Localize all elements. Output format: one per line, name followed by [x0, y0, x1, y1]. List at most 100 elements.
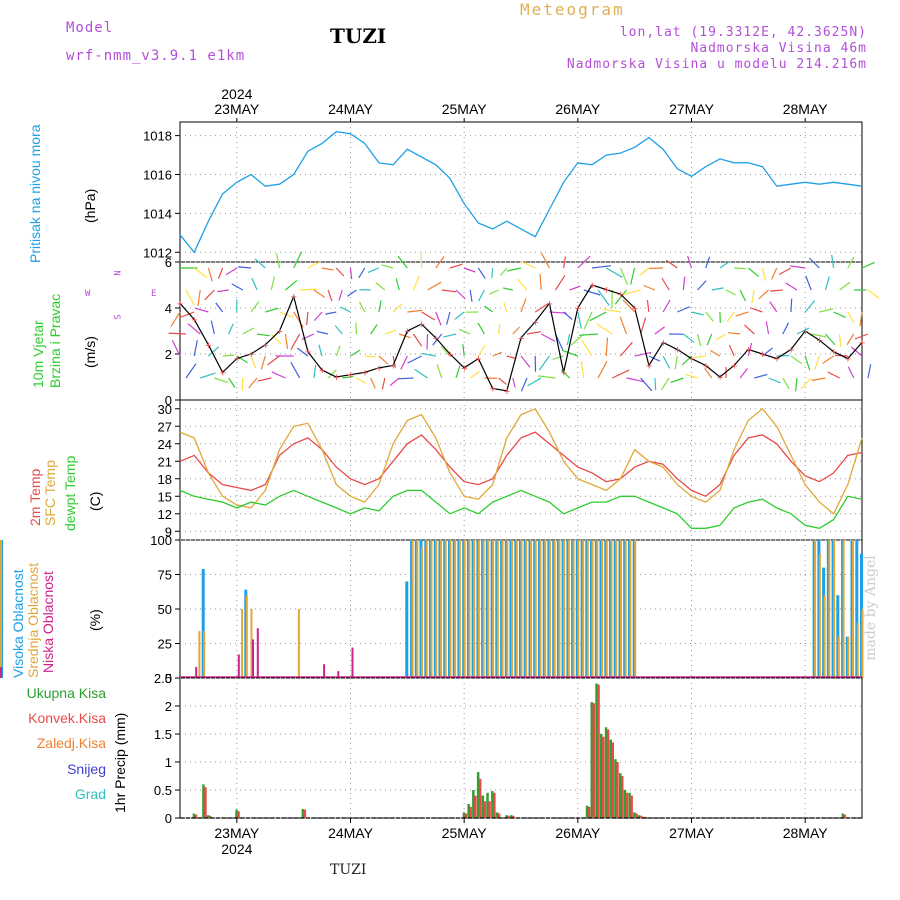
wind-arrow — [477, 322, 485, 335]
wind-arrow — [819, 308, 834, 313]
wind-speed-marker: + — [404, 326, 410, 338]
cloud-mid-bar — [435, 540, 438, 678]
wind-arrow — [355, 322, 358, 335]
top-day-label: 23MAY — [214, 101, 260, 117]
wind-arrow — [660, 377, 670, 391]
wind-arrow — [839, 281, 851, 291]
cloud-low-label: Niska Oblacnost — [40, 571, 56, 673]
wind-arrow — [270, 333, 282, 345]
top-day-label: 25MAY — [442, 101, 488, 117]
wind-arrow — [626, 377, 645, 383]
wind-arrow — [778, 267, 792, 276]
precip-total-bar — [604, 727, 608, 818]
precip-total-bar — [476, 772, 480, 818]
wind-arrow — [785, 282, 798, 291]
wind-arrow — [271, 371, 286, 379]
wind-arrow — [790, 265, 806, 269]
wind-arrow — [583, 289, 601, 296]
legend-freezing-rain: Zaledj.Kisa — [36, 735, 106, 751]
temp2m-label: 2m Temp — [27, 468, 43, 526]
cloud-tick-label: 50 — [158, 602, 172, 617]
wind-arrow — [596, 323, 613, 335]
precip-tick-label: 0 — [165, 811, 172, 826]
wind-speed-marker: + — [461, 363, 467, 375]
wind-arrow — [790, 355, 803, 365]
wind-speed-marker: + — [632, 303, 638, 315]
precip-conv-bar — [204, 787, 207, 818]
wind-arrow — [506, 267, 522, 272]
wind-arrow — [378, 355, 389, 365]
precip-conv-bar — [474, 795, 477, 818]
wind-arrow — [208, 346, 220, 357]
precip-conv-bar — [483, 801, 487, 818]
precip-tick-label: 1.5 — [154, 727, 172, 742]
precip-conv-bar — [493, 792, 496, 818]
wind-arrow — [705, 311, 714, 322]
wind-arrow — [640, 377, 653, 392]
wind-speed-marker: + — [816, 335, 822, 347]
wind-speed-marker: + — [617, 289, 623, 301]
wind-arrow — [677, 306, 690, 313]
wind-arrow — [338, 289, 343, 301]
cloud-mid-bar — [416, 540, 419, 678]
wind-arrow — [299, 288, 318, 291]
wind-arrow — [811, 377, 826, 382]
wind-speed-marker: + — [703, 361, 709, 373]
cloud-mid-bar — [852, 540, 854, 678]
wind-speed-marker: + — [831, 347, 837, 359]
cloud-high-bar — [201, 569, 205, 678]
wind-arrow — [168, 332, 187, 335]
wind-arrow — [392, 303, 403, 313]
cloud-mid-bar — [586, 540, 589, 678]
wind-arrow — [327, 369, 337, 379]
wind-arrow — [257, 377, 272, 382]
wind-arrow — [217, 267, 224, 279]
wind-arrow — [563, 256, 566, 269]
signature: made by Angel — [862, 555, 879, 661]
station-title: TUZI — [330, 24, 387, 48]
cloud-mid-bar — [548, 540, 551, 678]
wind-arrow — [449, 263, 463, 269]
wind-arrow — [846, 333, 855, 346]
model-altitude: Nadmorska Visina u modelu 214.216m — [566, 57, 867, 72]
precip-tick-label: 2.5 — [154, 671, 172, 686]
cloud-mid-bar — [558, 540, 561, 678]
precip-conv-bar — [488, 801, 491, 818]
cloud-tick-label: 100 — [150, 533, 172, 548]
wind-arrow — [867, 289, 880, 299]
wind-arrow — [215, 302, 224, 313]
precip-conv-bar — [621, 776, 624, 818]
wind-tick-label: 4 — [165, 301, 172, 316]
cloud-low-bar — [351, 647, 354, 678]
wind-arrow — [316, 330, 329, 335]
wind-arrow — [696, 333, 702, 347]
wind-arrow — [454, 311, 465, 320]
cloud-mid-bar — [468, 540, 471, 678]
wind-speed-marker: + — [575, 303, 581, 315]
wind-arrow — [602, 308, 621, 313]
compass-east: E — [151, 289, 157, 299]
wind-arrow — [250, 355, 257, 369]
wind-arrow — [827, 371, 840, 379]
cloud-mid-bar — [458, 540, 461, 678]
wind-arrow — [691, 311, 704, 316]
wind-arrow — [697, 280, 707, 291]
bottom-day-label: 26MAY — [555, 825, 601, 841]
sfc-temp-label: SFC Temp — [42, 460, 58, 526]
wind-speed-marker: + — [348, 370, 354, 382]
wind-arrow — [364, 355, 377, 358]
wind-arrow — [538, 355, 550, 371]
precip-total-bar — [841, 813, 845, 818]
cloud-mid-bar — [0, 595, 2, 678]
bottom-day-label: 28MAY — [783, 825, 829, 841]
wind-arrow — [193, 340, 198, 357]
cloud-mid-bar — [241, 609, 244, 678]
precip-conv-bar — [843, 814, 847, 818]
precip-conv-bar — [587, 806, 591, 818]
compass-south: S — [113, 314, 124, 320]
cloud-mid-bar — [605, 540, 608, 678]
wind-arrow — [238, 266, 252, 269]
cloud-mid-bar — [411, 540, 414, 678]
wind-arrow — [307, 261, 320, 269]
wind-arrow — [498, 377, 507, 385]
